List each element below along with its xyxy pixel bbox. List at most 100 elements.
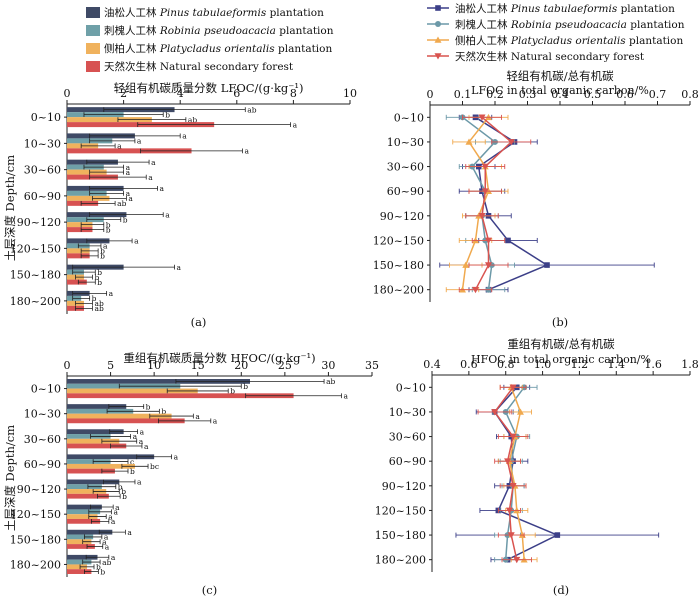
data-point [491,409,499,416]
significance-letter: b [243,382,248,391]
bar [67,534,94,540]
bar [67,438,120,444]
legend-label: 刺槐人工林 Robinia pseudoacacia plantation [104,24,334,37]
data-point [485,262,492,269]
bar [67,408,134,414]
x-tick-label: 0.7 [649,88,667,101]
x-tick-label: 2 [120,87,127,100]
category-label: 180~200 [375,554,426,567]
panel-subtitle: HFOC in total organic carbon/% [471,353,651,366]
significance-letter: b [121,487,126,496]
category-label: 0~10 [31,111,61,124]
significance-letter: a [213,417,218,426]
category-label: 120~150 [10,508,61,521]
significance-letter: a [126,163,131,172]
x-tick-label: 0.2 [486,88,504,101]
panel-subtitle: LFOC in total organic carbon/% [471,84,649,97]
bar [67,463,135,469]
legend-marker [435,5,441,11]
category-label: 60~90 [387,185,424,198]
bar [67,493,109,499]
significance-letter: b [146,402,151,411]
significance-letter: a [293,120,298,129]
significance-letter: b [161,407,166,416]
bar [67,468,115,474]
significance-letter: a [140,427,145,436]
category-label: 30~60 [24,433,61,446]
significance-letter: b [92,294,97,303]
significance-letter: a [108,512,113,521]
significance-letter: a [103,242,108,251]
significance-letter: a [139,437,144,446]
bar [67,248,90,254]
category-label: 60~90 [389,455,426,468]
x-tick-label: 0.1 [454,88,472,101]
panel-label: (b) [552,315,568,329]
bar [67,190,107,196]
category-label: 90~120 [17,483,61,496]
bar [67,509,101,515]
legend-label: 油松人工林 Pinus tabulaeformis plantation [104,6,324,19]
bar [67,388,198,394]
x-tick-label: 0 [64,359,71,372]
significance-letter: a [111,517,116,526]
legend-label: 天然次生林 Natural secondary forest [455,50,645,63]
legend-label: 刺槐人工林 Robinia pseudoacacia plantation [455,18,685,31]
significance-letter: a [126,189,131,198]
significance-letter: b [100,247,105,256]
data-point [505,237,511,244]
significance-letter: a [104,533,109,542]
bar [67,253,90,259]
x-tick-label: 20 [234,359,248,372]
category-label: 180~200 [373,284,424,297]
significance-letter: ab [94,299,103,308]
significance-letter: a [115,503,120,512]
category-label: 30~60 [389,431,426,444]
legend-swatch [86,43,100,54]
x-tick-label: 0.8 [497,358,515,371]
data-point [478,114,486,121]
significance-letter: a [133,432,138,441]
bar [67,413,172,419]
bar [67,484,102,490]
data-point [481,188,489,195]
category-label: 10~30 [24,137,61,150]
bar [67,148,192,154]
x-tick-label: 1.2 [571,358,589,371]
significance-letter: a [128,194,133,203]
x-tick-label: 6 [233,87,240,100]
significance-letter: b [130,467,135,476]
significance-letter: b [122,492,127,501]
x-tick-label: 10 [147,359,161,372]
bar [67,454,155,460]
x-tick-label: 8 [290,87,297,100]
x-tick-label: 0.4 [423,358,441,371]
significance-letter: a [117,142,122,151]
line-legend: 油松人工林 Pinus tabulaeformis plantation 刺槐人工… [427,2,685,63]
significance-letter: a [160,184,165,193]
bar [67,195,110,201]
panel-label: (c) [202,583,217,597]
category-label: 0~10 [31,383,61,396]
bar [67,404,127,409]
y-axis-label: 土层深度 Depth/cm [3,425,17,531]
significance-letter: a [137,137,142,146]
significance-letter: a [127,528,132,537]
panel-label: (a) [191,315,207,329]
series-line [474,116,513,291]
significance-letter: b [97,278,102,287]
category-label: 30~60 [24,164,61,177]
category-label: 150~180 [10,533,61,546]
significance-letter: a [151,158,156,167]
data-point [513,556,521,564]
data-point [465,138,473,145]
x-tick-label: 5 [107,359,114,372]
x-tick-label: 0.5 [584,88,602,101]
x-tick-label: 0.4 [551,88,569,101]
data-point [544,262,550,268]
bar [67,429,124,435]
category-label: 10~30 [389,406,426,419]
legend-marker [434,36,442,43]
significance-letter: a [109,289,114,298]
